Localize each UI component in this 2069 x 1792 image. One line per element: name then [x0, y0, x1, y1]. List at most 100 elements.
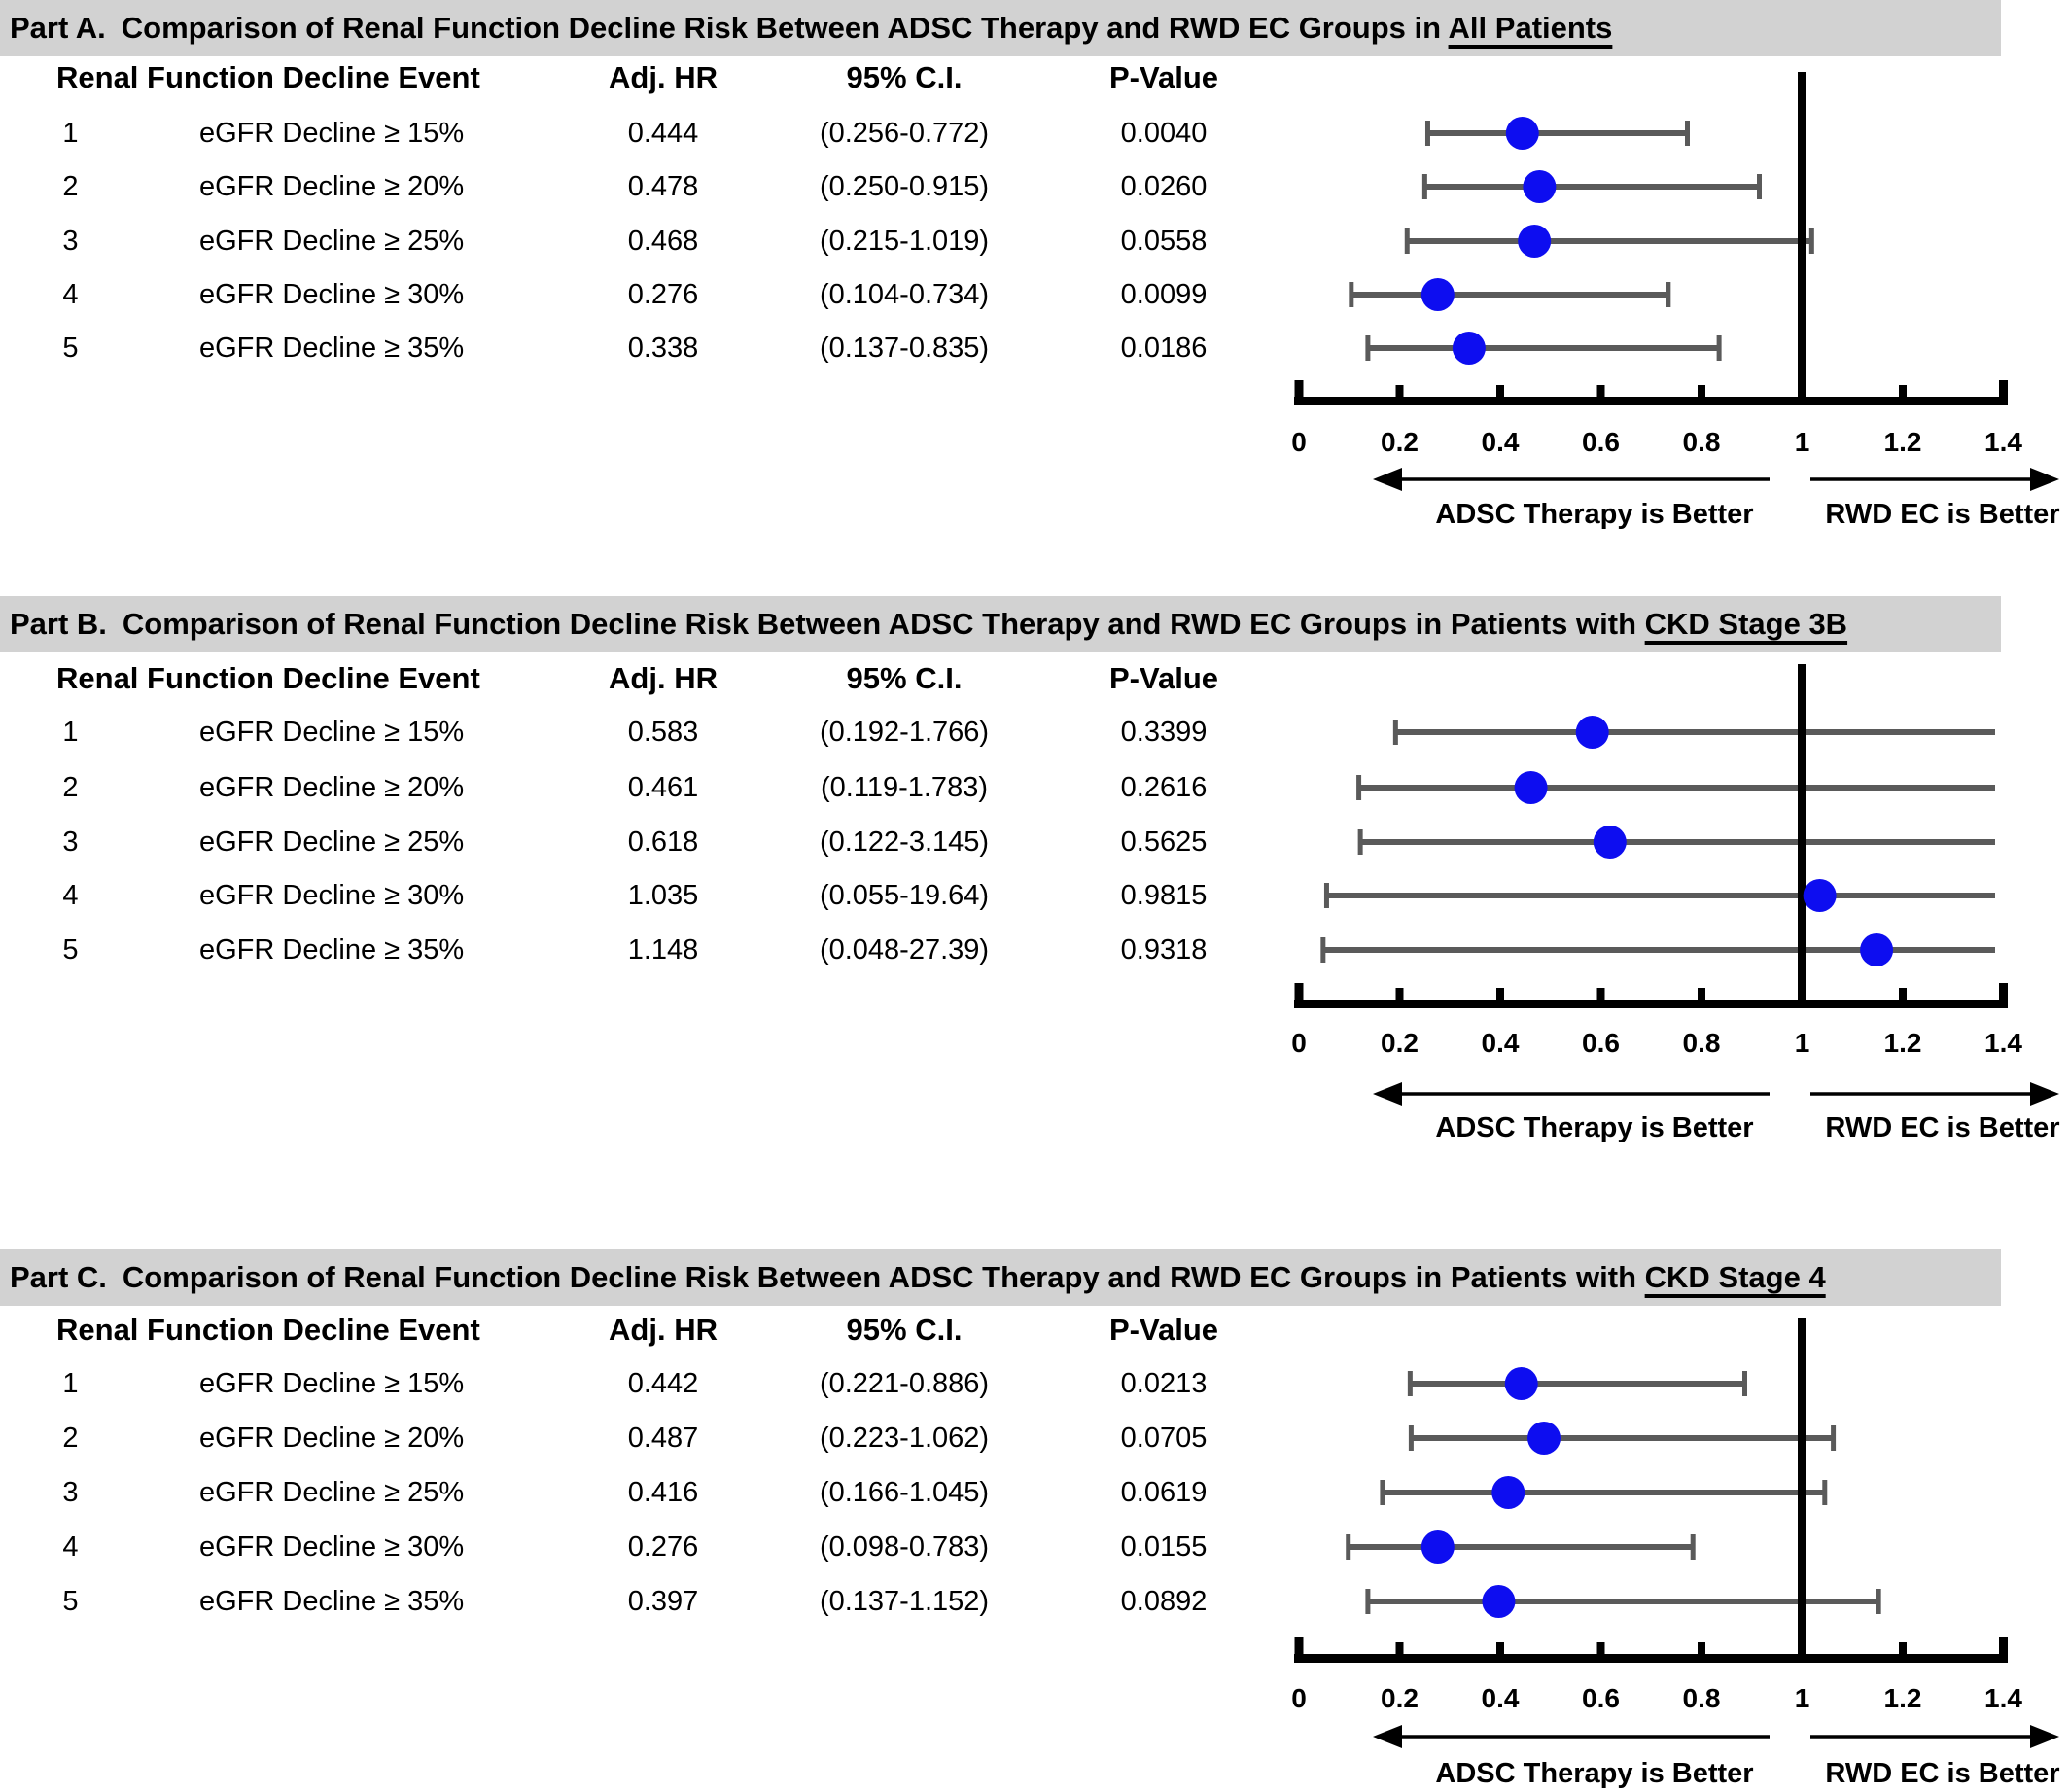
axis-tick [1698, 385, 1705, 401]
hr-value: 1.148 [627, 934, 699, 966]
hr-dot [1523, 170, 1557, 203]
part-label: Part C. [10, 1260, 107, 1294]
event-label: eGFR Decline ≥ 30% [199, 880, 465, 911]
row-number: 5 [62, 934, 79, 966]
tick-label: 1.2 [1884, 1683, 1922, 1713]
column-header-hr: Adj. HR [609, 661, 718, 695]
x-axis [1294, 397, 2008, 405]
right-arrow-label: RWD EC is Better [1825, 1112, 2059, 1143]
event-label: eGFR Decline ≥ 30% [199, 1531, 465, 1563]
hr-value: 0.444 [627, 118, 699, 149]
panel-part-b: Part B. Comparison of Renal Function Decl… [0, 596, 2069, 1249]
axis-tick [1899, 988, 1907, 1003]
panel-title: Comparison of Renal Function Decline Ris… [122, 607, 1645, 641]
left-arrow-label: ADSC Therapy is Better [1435, 499, 1753, 530]
axis-end-cap [1294, 983, 1304, 1008]
column-header-ci: 95% C.I. [846, 60, 963, 94]
axis-tick [1698, 1642, 1705, 1658]
part-label: Part A. [10, 11, 106, 45]
hr-dot [1420, 278, 1455, 311]
tick-label: 0.2 [1381, 1683, 1419, 1713]
column-header-ci: 95% C.I. [846, 1313, 963, 1347]
axis-tick [1596, 385, 1605, 401]
hr-dot [1803, 879, 1837, 912]
panel-title-emphasis: CKD Stage 4 [1644, 1260, 1826, 1294]
hr-dot [1514, 771, 1548, 804]
event-label: eGFR Decline ≥ 15% [199, 1368, 465, 1399]
hr-value: 0.461 [627, 772, 699, 803]
p-value: 0.0040 [1120, 118, 1208, 149]
panel-title-bar: Part B. Comparison of Renal Function Decl… [0, 596, 2001, 652]
hr-value: 0.478 [627, 171, 699, 202]
right-arrow-head [2030, 1082, 2059, 1106]
row-number: 3 [62, 1477, 79, 1508]
p-value: 0.3399 [1120, 717, 1208, 748]
event-label: eGFR Decline ≥ 35% [199, 333, 465, 364]
event-label: eGFR Decline ≥ 25% [199, 826, 465, 858]
axis-tick [1596, 988, 1605, 1003]
p-value: 0.0558 [1120, 226, 1208, 257]
column-header-event: Renal Function Decline Event [56, 60, 480, 94]
tick-label: 1.4 [1984, 1028, 2022, 1058]
axis-tick [1899, 1642, 1907, 1658]
p-value: 0.2616 [1120, 772, 1208, 803]
ci-value: (0.192-1.766) [819, 717, 990, 748]
row-number: 4 [62, 880, 79, 911]
column-header-event: Renal Function Decline Event [56, 661, 480, 695]
event-label: eGFR Decline ≥ 30% [199, 279, 465, 310]
tick-label: 0.2 [1381, 427, 1419, 457]
hr-dot [1504, 1367, 1538, 1400]
event-label: eGFR Decline ≥ 20% [199, 171, 465, 202]
ci-value: (0.223-1.062) [819, 1423, 990, 1454]
row-number: 3 [62, 226, 79, 257]
hr-value: 0.442 [627, 1368, 699, 1399]
hr-value: 1.035 [627, 880, 699, 911]
tick-label: 0 [1291, 1028, 1307, 1058]
panel-title-bar: Part C. Comparison of Renal Function Decl… [0, 1249, 2001, 1306]
axis-tick [1899, 385, 1907, 401]
axis-tick [1496, 988, 1504, 1003]
p-value: 0.9318 [1120, 934, 1208, 966]
axis-tick [1496, 1642, 1504, 1658]
row-number: 2 [62, 1423, 79, 1454]
column-header-p: P-Value [1109, 661, 1218, 695]
tick-label: 0 [1291, 1683, 1307, 1713]
p-value: 0.5625 [1120, 826, 1208, 858]
ci-value: (0.048-27.39) [819, 934, 990, 966]
reference-line [1798, 72, 1806, 405]
left-arrow-head [1373, 468, 1402, 491]
tick-label: 0.6 [1582, 427, 1620, 457]
part-label: Part B. [10, 607, 107, 641]
axis-tick [1596, 1642, 1605, 1658]
panel-title-bar: Part A. Comparison of Renal Function Decl… [0, 0, 2001, 56]
event-label: eGFR Decline ≥ 20% [199, 772, 465, 803]
reference-line [1798, 664, 1806, 1008]
tick-label: 0.8 [1683, 1028, 1721, 1058]
event-label: eGFR Decline ≥ 20% [199, 1423, 465, 1454]
hr-dot [1593, 826, 1627, 859]
hr-value: 0.618 [627, 826, 699, 858]
right-arrow-head [2030, 1725, 2059, 1748]
ci-value: (0.256-0.772) [819, 118, 990, 149]
hr-value: 0.487 [627, 1423, 699, 1454]
row-number: 5 [62, 333, 79, 364]
left-arrow-head [1373, 1082, 1402, 1106]
p-value: 0.0892 [1120, 1586, 1208, 1617]
panel-title-emphasis: CKD Stage 3B [1644, 607, 1848, 641]
row-number: 1 [62, 118, 79, 149]
x-axis [1294, 1654, 2008, 1663]
hr-dot [1482, 1585, 1516, 1618]
hr-dot [1452, 332, 1486, 365]
right-arrow-label: RWD EC is Better [1825, 1758, 2059, 1789]
row-number: 2 [62, 772, 79, 803]
hr-value: 0.276 [627, 1531, 699, 1563]
column-header-hr: Adj. HR [609, 60, 718, 94]
axis-end-cap [1999, 983, 2008, 1008]
tick-label: 1.2 [1884, 1028, 1922, 1058]
tick-label: 1 [1795, 1683, 1810, 1713]
hr-dot [1505, 117, 1539, 150]
tick-label: 1.4 [1984, 427, 2022, 457]
row-number: 2 [62, 171, 79, 202]
column-header-event: Renal Function Decline Event [56, 1313, 480, 1347]
row-number: 3 [62, 826, 79, 858]
